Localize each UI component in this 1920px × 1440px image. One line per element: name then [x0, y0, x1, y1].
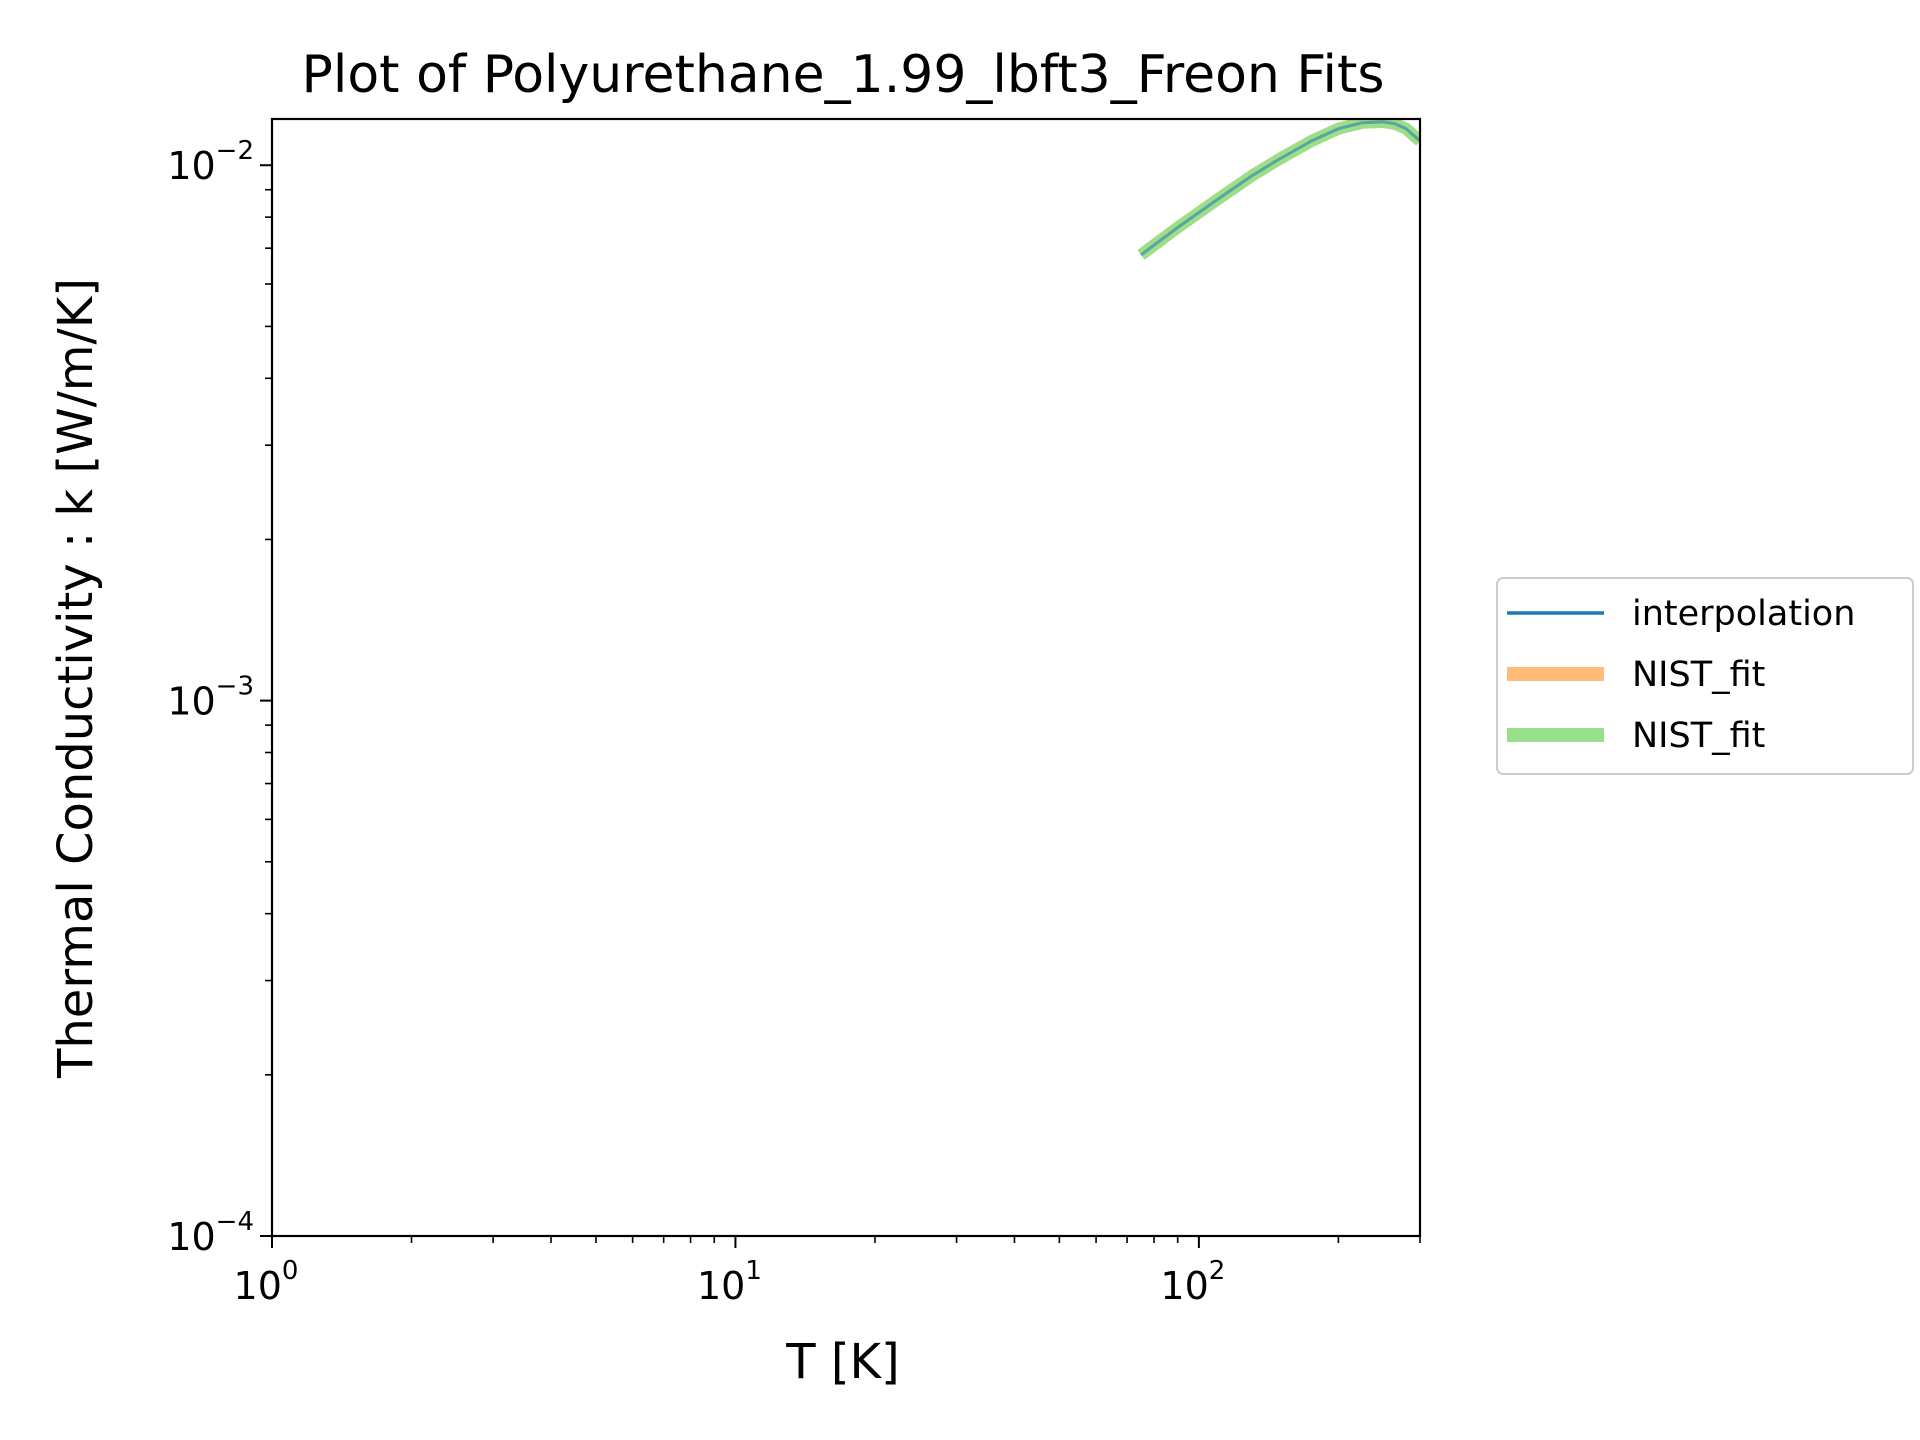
y-axis: 10−410−310−2	[167, 136, 272, 1259]
y-tick-exp: −3	[216, 672, 254, 702]
x-tick-base: 10	[234, 1264, 282, 1308]
series-line-interpolation-overlay	[1140, 120, 1420, 257]
y-tick-exp: −4	[216, 1207, 254, 1237]
y-tick-exp: −2	[216, 136, 254, 166]
series-line-2	[1137, 119, 1420, 260]
legend-label-3: NIST_fit	[1632, 716, 1765, 756]
x-tick-label: 100	[234, 1256, 299, 1308]
x-tick-label: 102	[1160, 1256, 1225, 1308]
y-tick-label: 10−4	[167, 1207, 254, 1259]
chart-title: Plot of Polyurethane_1.99_lbft3_Freon Fi…	[302, 45, 1385, 105]
y-tick-label: 10−2	[167, 136, 254, 188]
x-tick-exp: 2	[1209, 1256, 1226, 1286]
plot-frame	[270, 117, 1422, 1238]
legend-label-1: interpolation	[1632, 594, 1855, 634]
x-axis-label: T [K]	[785, 1334, 900, 1390]
y-tick-base: 10	[167, 1215, 215, 1259]
series-line-3	[1137, 119, 1420, 260]
y-tick-base: 10	[167, 680, 215, 724]
legend-box	[1496, 577, 1914, 775]
x-tick-label: 101	[697, 1256, 762, 1308]
x-tick-base: 10	[1160, 1264, 1208, 1308]
plot-area	[270, 117, 1422, 1238]
y-tick-label: 10−3	[167, 672, 254, 724]
x-tick-exp: 0	[282, 1256, 299, 1286]
series-layer	[1137, 119, 1420, 260]
x-tick-exp: 1	[745, 1256, 762, 1286]
y-tick-base: 10	[167, 144, 215, 188]
x-axis: 100 101 102	[234, 1236, 1421, 1308]
x-tick-base: 10	[697, 1264, 745, 1308]
series-line-1	[1139, 120, 1420, 257]
legend: interpolation NIST_fit NIST_fit	[1496, 577, 1914, 775]
y-axis-label: Thermal Conductivity : k [W/m/K]	[48, 278, 104, 1079]
legend-label-2: NIST_fit	[1632, 655, 1765, 695]
